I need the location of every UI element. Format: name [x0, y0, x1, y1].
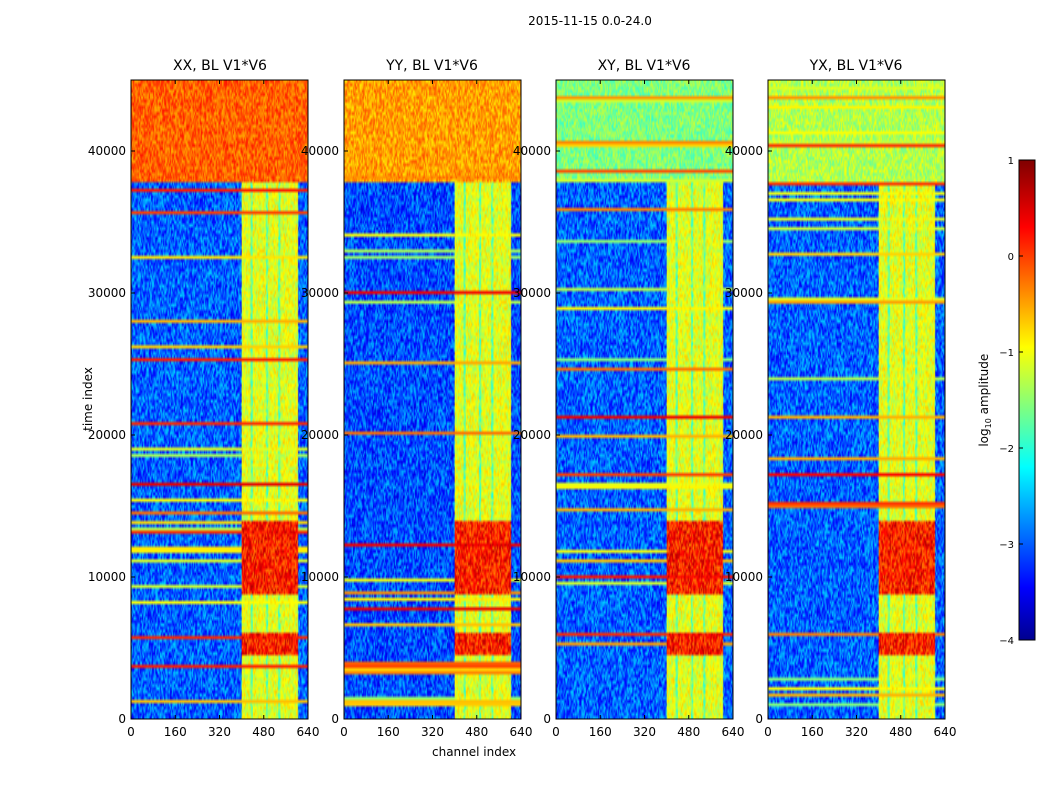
colorbar-label: log10 amplitude [977, 345, 993, 455]
colorbar-tick-label-4: −3 [999, 540, 1014, 551]
x-axis-label: channel index [432, 745, 517, 759]
y-axis-label: time index [81, 367, 95, 431]
colorbar-tick-label-3: −2 [999, 444, 1014, 455]
colorbar-label-prefix: log [976, 428, 991, 447]
heatmap-image-2 [556, 80, 733, 719]
x-tick-label-3-3: 480 [889, 725, 912, 739]
y-tick-label-2-1: 10000 [513, 570, 551, 584]
x-tick-label-3-0: 0 [764, 725, 772, 739]
heatmap-panel-2: 0 160 320 480 640 0 10000 20000 30000 40000 [513, 79, 745, 739]
x-tick-label-3-2: 320 [845, 725, 868, 739]
x-tick-label-2-3: 480 [677, 725, 700, 739]
colorbar-label-sub: 10 [984, 418, 994, 429]
x-tick-label-0-4: 640 [297, 725, 320, 739]
x-tick-label-2-2: 320 [633, 725, 656, 739]
figure-title: 2015-11-15 0.0-24.0 [528, 14, 652, 28]
panel-title-yy: YY, BL V1*V6 [386, 58, 478, 74]
y-tick-label-2-2: 20000 [513, 428, 551, 442]
y-tick-label-3-0: 0 [755, 712, 763, 726]
x-tick-label-3-4: 640 [934, 725, 957, 739]
heatmap-image-1 [344, 80, 521, 719]
heatmap-panel-3: 0 160 320 480 640 0 10000 20000 30000 40000 [725, 79, 957, 739]
colorbar [1018, 159, 1036, 641]
x-tick-label-2-1: 160 [589, 725, 612, 739]
y-tick-label-0-1: 10000 [88, 570, 126, 584]
y-tick-label-3-4: 40000 [725, 144, 763, 158]
y-tick-label-3-3: 30000 [725, 286, 763, 300]
x-tick-label-1-0: 0 [340, 725, 348, 739]
y-tick-label-3-1: 10000 [725, 570, 763, 584]
panel-title-yx: YX, BL V1*V6 [809, 58, 903, 74]
heatmap-image-3 [768, 80, 945, 719]
heatmap-image-0 [131, 80, 308, 719]
x-tick-label-0-0: 0 [127, 725, 135, 739]
heatmap-panel-1: 0 160 320 480 640 0 10000 20000 30000 40000 [301, 79, 533, 739]
x-tick-label-2-0: 0 [552, 725, 560, 739]
colorbar-label-suffix: amplitude [976, 353, 991, 419]
y-tick-label-1-4: 40000 [301, 144, 339, 158]
y-tick-label-1-0: 0 [331, 712, 339, 726]
x-tick-label-0-2: 320 [208, 725, 231, 739]
y-tick-label-0-0: 0 [118, 712, 126, 726]
y-tick-label-0-2: 20000 [88, 428, 126, 442]
panel-title-xy: XY, BL V1*V6 [597, 58, 691, 74]
colorbar-tick-label-1: 0 [1008, 252, 1014, 263]
colorbar-tick-label-0: 1 [1008, 156, 1014, 167]
y-tick-label-1-2: 20000 [301, 428, 339, 442]
x-tick-label-1-2: 320 [421, 725, 444, 739]
x-tick-label-1-3: 480 [465, 725, 488, 739]
y-tick-label-2-4: 40000 [513, 144, 551, 158]
y-tick-label-0-4: 40000 [88, 144, 126, 158]
x-tick-label-1-4: 640 [510, 725, 533, 739]
x-tick-label-0-1: 160 [164, 725, 187, 739]
y-tick-label-3-2: 20000 [725, 428, 763, 442]
colorbar-tick-label-5: −4 [999, 636, 1014, 647]
y-tick-label-2-3: 30000 [513, 286, 551, 300]
colorbar-tick-label-2: −1 [999, 348, 1014, 359]
x-tick-label-1-1: 160 [377, 725, 400, 739]
x-tick-label-3-1: 160 [801, 725, 824, 739]
y-tick-label-0-3: 30000 [88, 286, 126, 300]
panel-title-xx: XX, BL V1*V6 [173, 58, 267, 74]
y-tick-label-2-0: 0 [543, 712, 551, 726]
heatmap-panel-0: 0 160 320 480 640 0 10000 20000 30000 40000 [88, 79, 320, 739]
x-tick-label-0-3: 480 [252, 725, 275, 739]
x-tick-label-2-4: 640 [722, 725, 745, 739]
y-tick-label-1-1: 10000 [301, 570, 339, 584]
y-tick-label-1-3: 30000 [301, 286, 339, 300]
